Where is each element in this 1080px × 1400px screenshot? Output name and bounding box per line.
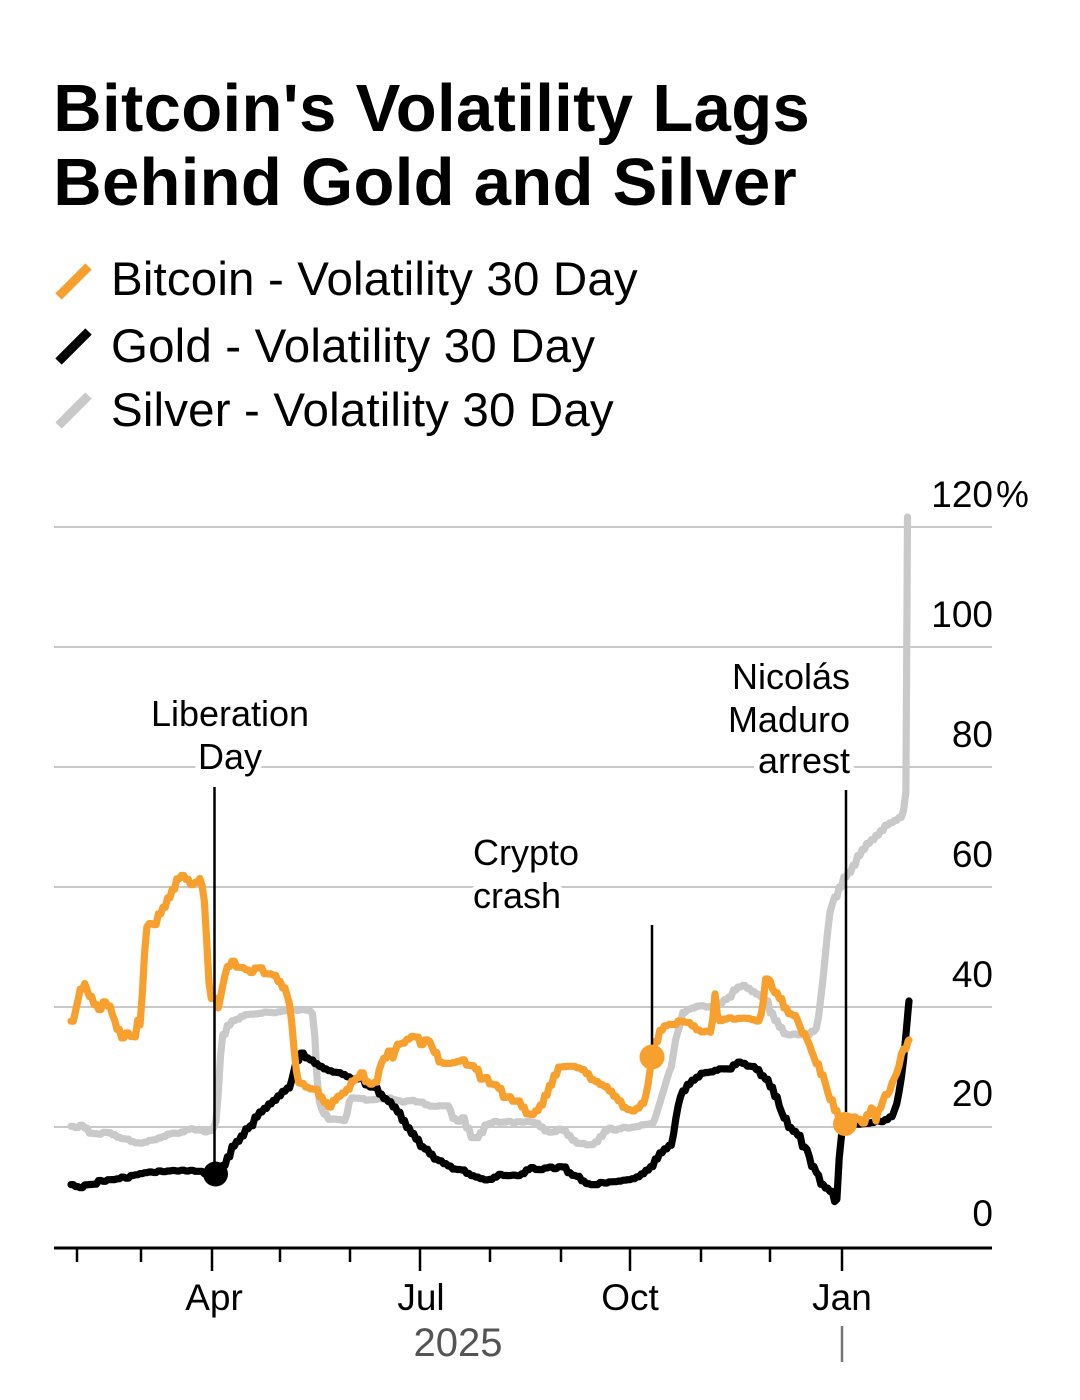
svg-text:Bitcoin - Volatility 30 Day: Bitcoin - Volatility 30 Day — [111, 253, 638, 306]
svg-text:Jan: Jan — [812, 1277, 872, 1318]
svg-text:Crypto: Crypto — [473, 832, 579, 873]
svg-text:Liberation: Liberation — [151, 693, 309, 734]
svg-text:2025: 2025 — [414, 1321, 503, 1365]
svg-text:Silver - Volatility 30 Day: Silver - Volatility 30 Day — [111, 384, 614, 437]
svg-text:Day: Day — [198, 736, 262, 777]
svg-text:Gold - Volatility 30 Day: Gold - Volatility 30 Day — [111, 320, 595, 373]
svg-text:%: % — [996, 474, 1029, 515]
svg-text:0: 0 — [972, 1193, 993, 1234]
svg-text:Oct: Oct — [601, 1277, 659, 1318]
svg-text:40: 40 — [952, 954, 993, 995]
svg-text:crash: crash — [473, 875, 561, 916]
svg-text:20: 20 — [952, 1073, 993, 1114]
svg-text:100: 100 — [931, 594, 993, 635]
svg-text:Bitcoin's Volatility Lags: Bitcoin's Volatility Lags — [53, 71, 810, 146]
svg-text:Behind Gold and Silver: Behind Gold and Silver — [53, 145, 797, 220]
svg-text:80: 80 — [952, 714, 993, 755]
svg-text:Jul: Jul — [397, 1277, 444, 1318]
svg-text:Nicolás: Nicolás — [732, 656, 850, 697]
svg-text:120: 120 — [931, 474, 993, 515]
svg-text:60: 60 — [952, 834, 993, 875]
svg-text:Apr: Apr — [185, 1277, 243, 1318]
svg-text:Maduro: Maduro — [728, 699, 850, 740]
svg-text:arrest: arrest — [758, 740, 850, 781]
